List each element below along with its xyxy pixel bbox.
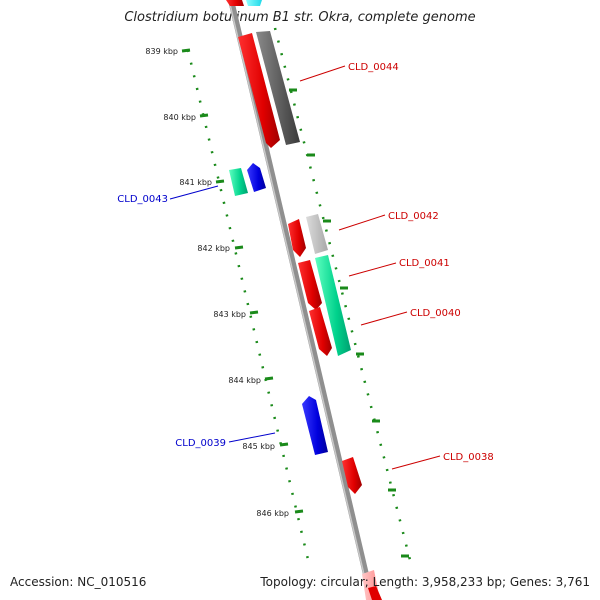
gene-CLD_0043[interactable] xyxy=(229,168,248,196)
gene-CLD_0041[interactable] xyxy=(298,260,322,310)
gene-label-CLD_0042[interactable]: CLD_0042 xyxy=(388,211,439,222)
gene-label-CLD_0044[interactable]: CLD_0044 xyxy=(348,62,399,73)
gene-label-CLD_0038[interactable]: CLD_0038 xyxy=(443,452,494,463)
gene-label-CLD_0040[interactable]: CLD_0040 xyxy=(410,308,461,319)
tick-mark xyxy=(249,310,259,315)
tick-label: 845 kbp xyxy=(242,442,275,451)
connector-CLD_0043 xyxy=(169,185,219,200)
gene-partial[interactable] xyxy=(246,0,262,6)
genome-backbone-highlight xyxy=(228,0,371,600)
gene-label-CLD_0041[interactable]: CLD_0041 xyxy=(399,258,450,269)
genome-summary-text: Topology: circular; Length: 3,958,233 bp… xyxy=(260,575,590,589)
gene-CLD_0042[interactable] xyxy=(288,219,306,257)
gene-light-block[interactable] xyxy=(306,214,328,254)
gene-CLD_0044[interactable] xyxy=(238,33,280,148)
tick-mark xyxy=(199,113,209,118)
tick-mark xyxy=(234,245,244,250)
connector-CLD_0041 xyxy=(348,262,397,277)
major-ticks xyxy=(181,48,304,514)
tick-mark xyxy=(294,509,304,514)
gene-label-CLD_0039[interactable]: CLD_0039 xyxy=(175,438,226,449)
connector-CLD_0039 xyxy=(228,432,276,443)
feature-track-outer xyxy=(273,27,412,561)
connector-CLD_0038 xyxy=(391,455,441,470)
tick-label: 841 kbp xyxy=(179,178,212,187)
tick-mark xyxy=(279,442,289,447)
tick-track xyxy=(186,49,312,569)
tick-label: 842 kbp xyxy=(197,244,230,253)
map-title: Clostridium botulinum B1 str. Okra, comp… xyxy=(124,10,476,25)
gene-label-CLD_0043[interactable]: CLD_0043 xyxy=(117,194,168,205)
gene-blue-arrow[interactable] xyxy=(247,163,266,192)
accession-text: Accession: NC_010516 xyxy=(10,575,147,589)
connector-CLD_0044 xyxy=(299,65,346,82)
gene-CLD_0038[interactable] xyxy=(342,457,362,494)
label-connectors xyxy=(169,65,441,470)
gene-features xyxy=(226,0,382,600)
connector-CLD_0040 xyxy=(360,311,408,326)
gene-green-long[interactable] xyxy=(315,255,351,356)
gene-partial[interactable] xyxy=(226,0,244,6)
outer-ticks xyxy=(289,88,409,558)
gene-CLD_0040[interactable] xyxy=(309,307,332,356)
tick-label: 843 kbp xyxy=(213,310,246,319)
tick-label: 840 kbp xyxy=(163,113,196,122)
tick-label: 846 kbp xyxy=(256,509,289,518)
tick-mark xyxy=(264,376,274,381)
gene-CLD_0039[interactable] xyxy=(302,396,328,455)
gene-gray-block[interactable] xyxy=(256,31,300,145)
tick-mark xyxy=(215,179,225,184)
connector-CLD_0042 xyxy=(338,214,386,231)
tick-mark xyxy=(181,48,191,53)
gene-partial[interactable] xyxy=(368,586,382,600)
genome-backbone xyxy=(228,0,375,600)
tick-label: 844 kbp xyxy=(228,376,261,385)
tick-label: 839 kbp xyxy=(145,47,178,56)
